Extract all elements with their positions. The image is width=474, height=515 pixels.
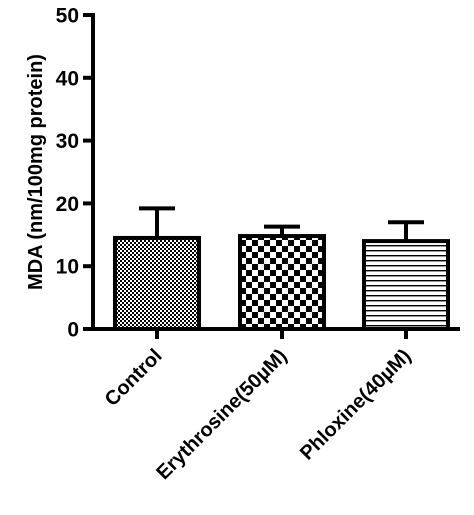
bars <box>113 234 450 331</box>
y-tick-label: 50 <box>56 5 79 28</box>
y-tick-label: 0 <box>67 319 79 342</box>
y-tick-label: 10 <box>56 256 79 279</box>
bar-0 <box>113 235 201 331</box>
y-tick-label: 20 <box>56 193 79 216</box>
bar-2 <box>362 239 450 331</box>
error-bars <box>139 206 424 242</box>
category-label-1: Erythrosine(50µM) <box>152 345 291 484</box>
y-tick-label: 30 <box>56 130 79 153</box>
bar-1 <box>238 234 326 331</box>
category-label-0: Control <box>101 345 167 411</box>
y-axis-title: MDA (nm/100mg protein) <box>25 54 47 290</box>
y-tick-label: 40 <box>56 67 79 90</box>
y-axis-ticks: 0 10 20 30 40 50 <box>56 5 93 342</box>
category-label-2: Phloxine(40µM) <box>296 345 416 465</box>
